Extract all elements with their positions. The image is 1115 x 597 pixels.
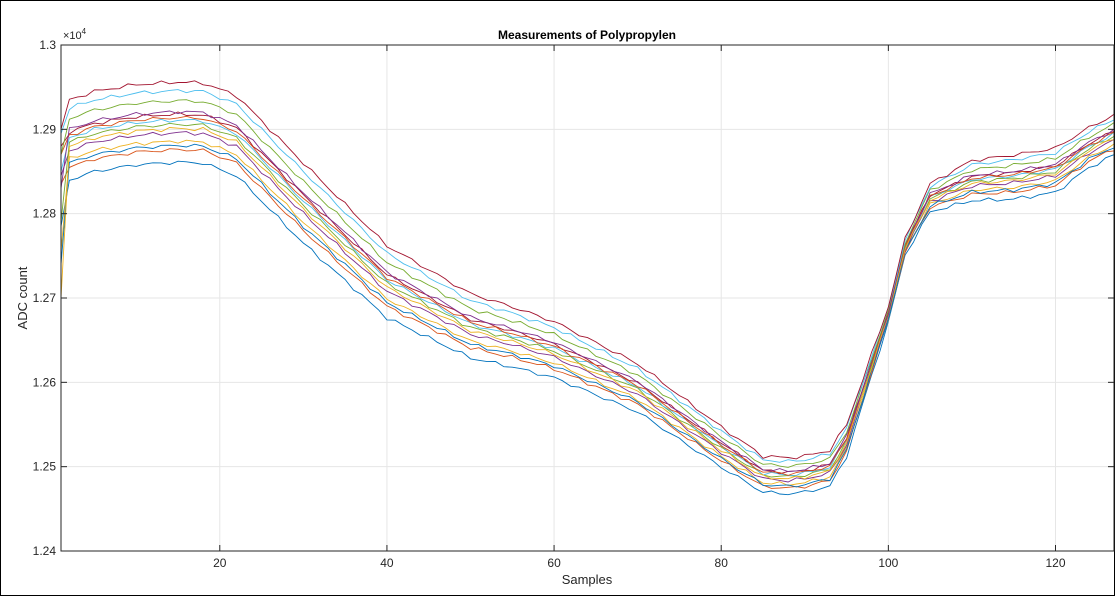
- y-axis-label: ADC count: [15, 266, 30, 329]
- x-tick-label: 100: [878, 556, 898, 570]
- series-lines: [60, 80, 1115, 496]
- y-exponent-label: ×104: [63, 27, 87, 42]
- series-line: [60, 115, 1115, 476]
- x-tick-labels: 20 40 60 80 100 120: [213, 556, 1066, 570]
- chart-title: Measurements of Polypropylen: [498, 28, 676, 42]
- y-tick-label: 1.28: [33, 207, 57, 221]
- series-line: [60, 111, 1115, 475]
- y-tick-label: 1.27: [33, 291, 57, 305]
- y-tick-label: 1.29: [33, 122, 57, 136]
- axis-ticks: [61, 44, 1114, 552]
- y-exponent-power: 4: [82, 27, 87, 36]
- x-tick-label: 80: [715, 556, 729, 570]
- y-exponent-base: ×10: [63, 30, 82, 42]
- series-line: [60, 122, 1115, 478]
- y-tick-label: 1.24: [33, 544, 57, 558]
- series-line: [60, 99, 1115, 468]
- series-line: [60, 143, 1115, 488]
- x-tick-label: 60: [547, 556, 561, 570]
- y-tick-label: 1.26: [33, 375, 57, 389]
- series-line: [60, 89, 1115, 463]
- x-tick-label: 40: [380, 556, 394, 570]
- series-line: [60, 126, 1115, 480]
- series-line: [60, 131, 1115, 483]
- series-line: [60, 154, 1115, 496]
- series-line: [60, 148, 1115, 489]
- x-tick-label: 120: [1045, 556, 1065, 570]
- series-line: [60, 110, 1115, 472]
- series-line: [60, 80, 1115, 460]
- y-tick-label: 1.25: [33, 460, 57, 474]
- y-tick-labels: 1.24 1.25 1.26 1.27 1.28 1.29 1.3: [33, 38, 57, 558]
- x-axis-label: Samples: [562, 572, 613, 587]
- y-tick-label: 1.3: [39, 38, 56, 52]
- x-tick-label: 20: [213, 556, 227, 570]
